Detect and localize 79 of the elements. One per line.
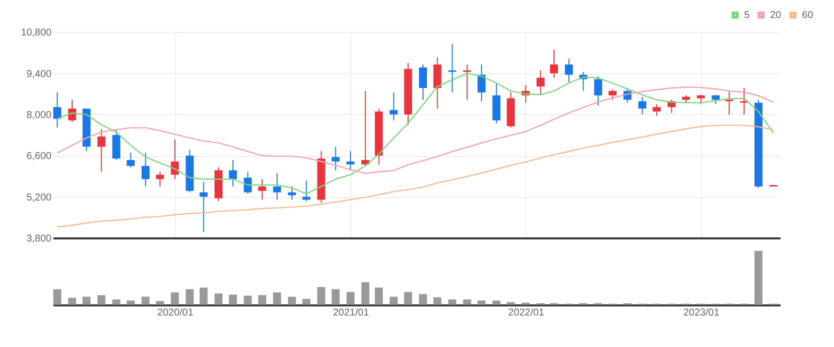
candlestick [273, 172, 282, 200]
legend-label: 5 [744, 10, 750, 22]
bar [244, 296, 252, 305]
candlestick [288, 186, 296, 200]
bar [317, 287, 326, 305]
bar [156, 301, 164, 305]
bar [126, 300, 135, 305]
candlestick [390, 92, 398, 121]
bar [390, 296, 398, 305]
bar [463, 299, 472, 305]
bar [258, 295, 266, 305]
bar [754, 250, 762, 305]
bar [374, 288, 383, 305]
bar [228, 294, 237, 305]
candlestick [126, 152, 135, 168]
x-tick-label: 2021/01 [332, 307, 370, 318]
candlestick [142, 152, 150, 187]
x-tick-label: 2020/01 [157, 307, 194, 318]
bar [346, 292, 354, 305]
bar [112, 299, 120, 305]
line-series [56, 124, 774, 228]
bar [302, 298, 310, 305]
x-tick-label: 2023/01 [683, 307, 720, 318]
candlestick [332, 146, 340, 171]
candlestick [346, 150, 354, 171]
candlestick [564, 58, 573, 83]
bar [214, 294, 223, 305]
line-series [56, 86, 774, 174]
legend-label: 60 [802, 10, 814, 22]
bar [288, 296, 296, 305]
candlestick [68, 99, 76, 122]
candlestick [712, 94, 720, 105]
candlestick [97, 128, 106, 172]
y-tick-label: 9,400 [26, 68, 52, 80]
bar [448, 299, 456, 305]
bar [361, 282, 370, 305]
bar [404, 292, 412, 305]
bar [273, 292, 282, 305]
candlestick [112, 128, 120, 161]
legend-label: 20 [770, 10, 782, 22]
candlestick [433, 56, 442, 110]
candlestick [638, 96, 646, 115]
candlestick [652, 104, 661, 116]
bar [68, 298, 76, 305]
bar [82, 296, 91, 305]
candlestick [550, 49, 558, 78]
y-tick-label: 5,200 [26, 192, 52, 204]
bar [418, 294, 427, 305]
bar [142, 296, 150, 305]
candlestick [594, 76, 602, 106]
bar [170, 292, 179, 305]
y-tick-label: 3,800 [26, 233, 52, 244]
bar [53, 289, 62, 305]
candlestick [418, 64, 427, 100]
candlestick [696, 94, 705, 105]
candlestick [258, 178, 266, 200]
candlestick [448, 43, 456, 93]
candlestick [53, 92, 62, 128]
candlestick [463, 64, 472, 100]
bar [478, 300, 486, 305]
bar [506, 302, 515, 305]
candlestick [536, 70, 545, 96]
bar [97, 295, 106, 305]
candlestick [361, 90, 370, 166]
candlestick [478, 64, 486, 102]
bar [200, 288, 208, 305]
bar [433, 297, 442, 305]
candlestick [608, 88, 617, 100]
bar [492, 300, 500, 305]
bar [186, 289, 194, 305]
y-tick-label: 6,600 [26, 151, 52, 162]
bar [332, 289, 340, 305]
x-tick-label: 2022/01 [508, 307, 545, 318]
candlestick [228, 160, 237, 187]
y-tick-label: 10,800 [20, 28, 52, 39]
candlestick [156, 171, 164, 187]
candlestick [200, 182, 208, 233]
y-tick-label: 8,000 [26, 110, 52, 121]
candlestick [244, 171, 252, 194]
